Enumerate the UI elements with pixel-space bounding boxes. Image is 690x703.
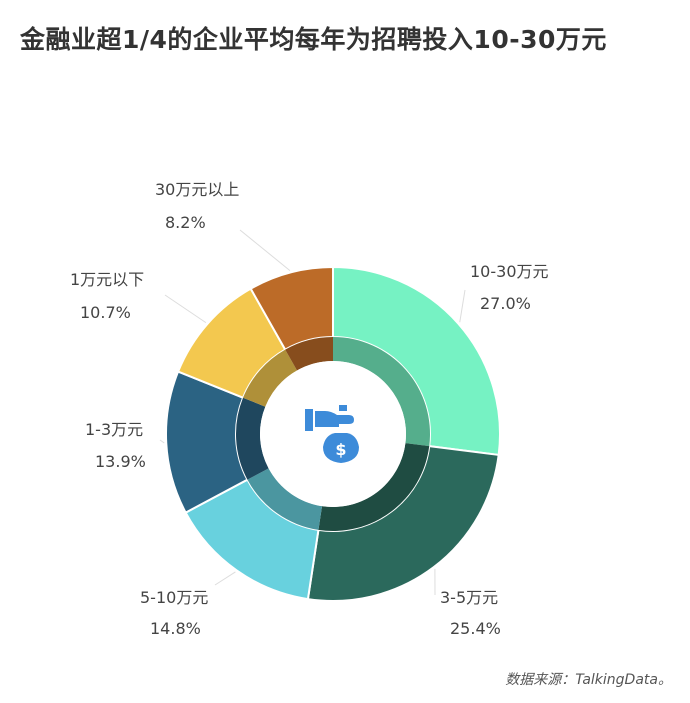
source-note: 数据来源：TalkingData。 (505, 672, 672, 688)
percent-label-1: 25.4% (450, 619, 501, 638)
category-label-4: 1万元以下 (70, 270, 144, 289)
inner-ring-segment-0 (333, 337, 430, 447)
inner-ring-segment-5 (285, 337, 333, 371)
category-label-0: 10-30万元 (470, 262, 549, 281)
svg-text:$: $ (335, 440, 346, 459)
category-label-3: 1-3万元 (85, 420, 143, 439)
inner-ring-segment-2 (247, 468, 323, 530)
category-label-2: 5-10万元 (140, 588, 208, 607)
percent-label-4: 10.7% (80, 303, 131, 322)
inner-ring-segment-1 (318, 443, 430, 531)
inner-ring-segment-3 (235, 397, 269, 480)
leader-line-0 (459, 289, 466, 323)
leader-line-2 (214, 571, 236, 586)
percent-label-0: 27.0% (480, 294, 531, 313)
category-label-5: 30万元以上 (155, 180, 239, 199)
inner-ring-segment-4 (243, 349, 298, 407)
leader-line-3 (159, 439, 165, 444)
percent-label-5: 8.2% (165, 213, 206, 232)
leader-line-4 (164, 294, 207, 324)
percent-label-3: 13.9% (95, 452, 146, 471)
percent-label-2: 14.8% (150, 619, 201, 638)
category-label-1: 3-5万元 (440, 588, 498, 607)
leader-line-5 (239, 229, 291, 271)
money-bag-hand-icon: $ (305, 405, 359, 463)
chart-title: 金融业超1/4的企业平均每年为招聘投入10-30万元 (20, 25, 607, 54)
